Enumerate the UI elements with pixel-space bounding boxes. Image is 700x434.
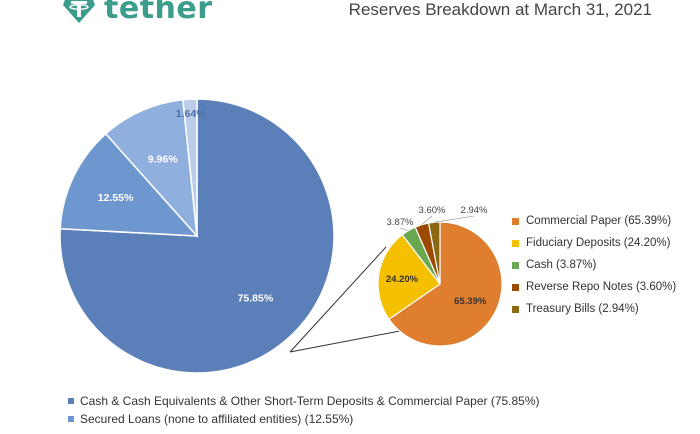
breakdown-legend-label-2: Cash (3.87%) xyxy=(526,259,597,271)
breakdown-pie: 65.39% 24.20% 3.87% 3.60% 2.94% xyxy=(377,205,503,347)
breakdown-legend-item-3: Reverse Repo Notes (3.60%) xyxy=(512,276,676,298)
main-legend-item-0: Cash & Cash Equivalents & Other Short-Te… xyxy=(68,392,540,410)
pie1-data-label-2: 3.87% xyxy=(387,217,414,228)
breakdown-legend-item-4: Treasury Bills (2.94%) xyxy=(512,298,676,320)
pie1-slice-4 xyxy=(427,221,441,285)
pie1-data-label-0: 65.39% xyxy=(454,296,487,307)
pie0-data-label-0: 75.85% xyxy=(238,293,274,305)
breakdown-legend-swatch-4 xyxy=(512,305,519,313)
breakdown-legend-swatch-1 xyxy=(512,239,519,247)
main-pie: 75.85% 12.55% 9.96% 1.64% xyxy=(59,98,335,374)
main-legend-swatch-0 xyxy=(68,398,74,404)
tether-logo: tether xyxy=(62,0,213,28)
pie0-data-label-1: 12.55% xyxy=(98,192,134,204)
pie0-data-label-3: 1.64% xyxy=(176,108,206,120)
breakdown-legend-item-1: Fiduciary Deposits (24.20%) xyxy=(512,232,676,254)
pie-connector-lines xyxy=(289,246,406,353)
breakdown-legend-swatch-3 xyxy=(512,283,519,291)
pie1-leader-line-2 xyxy=(399,227,409,231)
breakdown-legend-label-1: Fiduciary Deposits (24.20%) xyxy=(526,237,671,249)
main-legend-label-0: Cash & Cash Equivalents & Other Short-Te… xyxy=(80,394,540,408)
pie0-slice-2 xyxy=(104,98,198,239)
breakdown-pie-legend: Commercial Paper (65.39%) Fiduciary Depos… xyxy=(512,210,676,320)
breakdown-legend-item-0: Commercial Paper (65.39%) xyxy=(512,210,676,232)
pie1-slice-0 xyxy=(388,221,503,347)
main-legend-item-1: Secured Loans (none to affiliated entiti… xyxy=(68,410,540,428)
connector-line-upper xyxy=(289,246,387,353)
breakdown-legend-label-3: Reverse Repo Notes (3.60%) xyxy=(526,281,677,293)
pie1-slice-1 xyxy=(377,233,441,321)
tether-logo-icon xyxy=(63,0,95,23)
pie1-data-label-4: 2.94% xyxy=(461,205,488,216)
main-pie-legend: Cash & Cash Equivalents & Other Short-Te… xyxy=(68,392,540,428)
main-legend-swatch-1 xyxy=(68,416,74,422)
breakdown-legend-label-0: Commercial Paper (65.39%) xyxy=(526,215,672,227)
pie0-slice-1 xyxy=(59,132,199,237)
pie1-data-label-1: 24.20% xyxy=(386,274,419,285)
main-legend-label-1: Secured Loans (none to affiliated entiti… xyxy=(80,412,354,426)
pie1-leader-line-4 xyxy=(434,215,475,223)
pie1-leader-line-3 xyxy=(421,215,433,225)
breakdown-legend-label-4: Treasury Bills (2.94%) xyxy=(526,303,639,315)
pie1-data-label-3: 3.60% xyxy=(419,205,446,216)
brand-name: tether xyxy=(104,0,213,26)
breakdown-legend-swatch-2 xyxy=(512,261,519,269)
breakdown-legend-item-2: Cash (3.87%) xyxy=(512,254,676,276)
pie0-data-label-2: 9.96% xyxy=(148,153,178,165)
pie0-slice-3 xyxy=(182,98,198,237)
breakdown-legend-swatch-0 xyxy=(512,217,519,225)
page-title: Reserves Breakdown at March 31, 2021 xyxy=(348,0,652,19)
connector-line-lower xyxy=(289,329,406,353)
